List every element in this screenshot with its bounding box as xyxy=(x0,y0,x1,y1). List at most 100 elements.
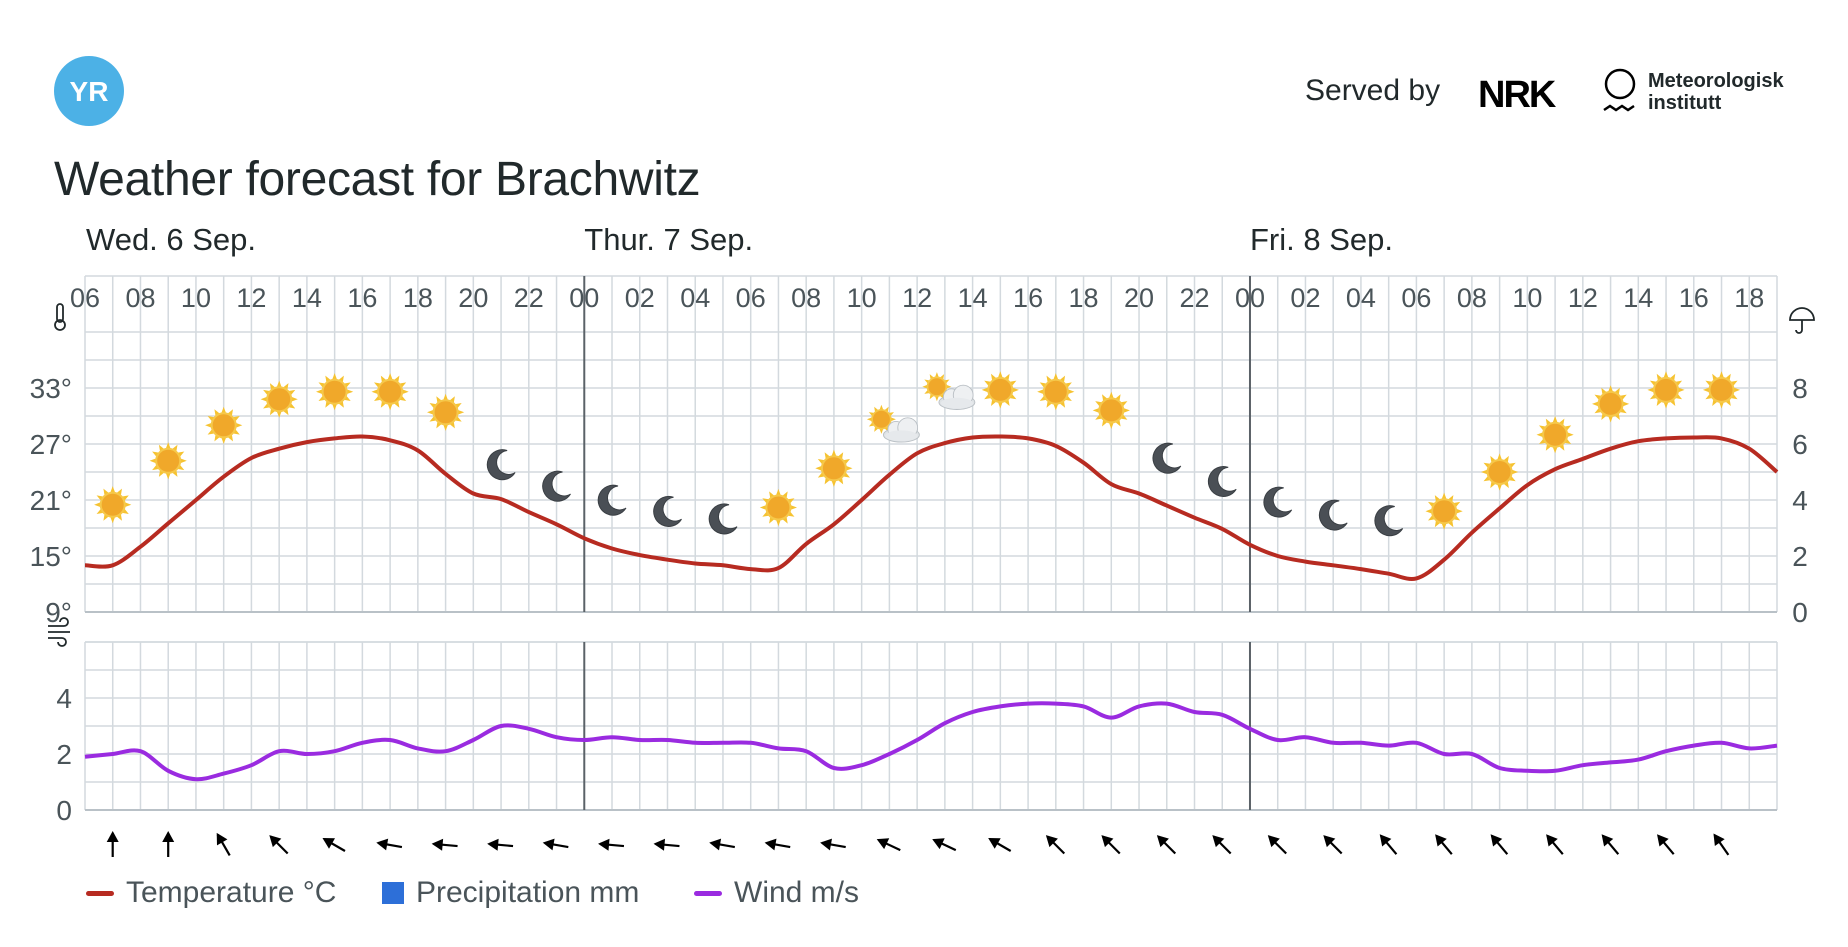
clear-day-icon xyxy=(371,373,409,411)
wind-line xyxy=(84,701,1778,782)
hour-tick-label: 10 xyxy=(847,283,877,313)
sun-disc xyxy=(377,378,404,405)
wind-arrow-head xyxy=(487,838,499,851)
umbrella-icon xyxy=(1789,307,1815,334)
clear-day-icon xyxy=(260,380,298,418)
met-institute-logo[interactable] xyxy=(1600,66,1640,122)
wind-arrow-icon xyxy=(376,838,403,851)
hour-tick-label: 20 xyxy=(458,283,488,313)
hour-tick-label: 04 xyxy=(1346,283,1376,313)
sun-ray xyxy=(922,384,928,389)
sun-ray xyxy=(1512,469,1519,475)
sun-ray xyxy=(387,404,393,411)
moon-shape xyxy=(1374,505,1404,537)
sun-ray xyxy=(1037,389,1044,394)
wind-arrow-icon xyxy=(876,838,901,852)
sun-disc xyxy=(210,412,237,439)
cloud-shape xyxy=(882,417,920,443)
wind-arrow-head xyxy=(1490,834,1503,847)
sun-ray xyxy=(1053,373,1059,380)
hour-tick-label: 22 xyxy=(1179,283,1209,313)
sun-ray xyxy=(1425,508,1432,514)
sun-ray xyxy=(1109,391,1114,398)
sun-ray xyxy=(221,437,226,444)
clear-day-icon xyxy=(149,442,187,480)
wind-arrow-head xyxy=(322,838,336,849)
legend-precipitation[interactable]: Precipitation mm xyxy=(382,876,639,910)
hour-tick-label: 08 xyxy=(125,283,155,313)
yr-logo[interactable]: YR xyxy=(54,56,124,126)
sun-ray xyxy=(1068,389,1075,394)
legend-wind[interactable]: Wind m/s xyxy=(694,876,859,910)
clear-day-icon xyxy=(1592,385,1630,423)
legend-wind-label: Wind m/s xyxy=(734,876,860,909)
sun-disc xyxy=(820,455,847,482)
moon-shape xyxy=(542,470,571,502)
nrk-logo[interactable]: NRK xyxy=(1478,72,1574,112)
legend-temperature[interactable]: Temperature °C xyxy=(86,876,336,910)
thermometer-icon xyxy=(54,303,66,331)
wind-arrow-icon xyxy=(1713,833,1730,856)
temperature-tick-label: 27° xyxy=(30,429,72,460)
sun-disc xyxy=(1098,397,1125,424)
hour-tick-label: 06 xyxy=(736,283,766,313)
clear-day-icon xyxy=(427,393,465,431)
moon-icon xyxy=(1318,499,1348,531)
sun-ray xyxy=(110,517,115,524)
hour-tick-label: 18 xyxy=(403,283,433,313)
sun-ray xyxy=(1719,371,1724,378)
wind-arrow-head xyxy=(1657,834,1669,847)
hour-tick-label: 20 xyxy=(1124,283,1154,313)
wind-arrow-icon xyxy=(322,838,346,852)
wind-arrow-icon xyxy=(1490,834,1509,855)
hour-tick-label: 06 xyxy=(1401,283,1431,313)
sun-ray xyxy=(1012,387,1019,393)
thermometer-icon-tube xyxy=(56,303,64,323)
wind-arrow-icon xyxy=(932,838,957,852)
sun-ray xyxy=(443,424,448,431)
wind-arrow-head xyxy=(1713,833,1725,846)
page-title: Weather forecast for Brachwitz xyxy=(54,153,701,206)
met-sun-icon xyxy=(1604,68,1636,100)
sun-ray xyxy=(1678,387,1685,393)
wind-arrow-icon xyxy=(1045,835,1066,855)
legend-temperature-label: Temperature °C xyxy=(126,876,337,909)
clear-day-icon xyxy=(1647,371,1685,409)
clear-day-icon xyxy=(1092,391,1130,429)
sun-ray xyxy=(165,473,171,480)
wind-arrow-icon xyxy=(216,832,231,856)
sun-ray xyxy=(1663,402,1669,409)
yr-logo-circle xyxy=(54,56,124,126)
hour-tick-label: 16 xyxy=(1679,283,1709,313)
sun-ray xyxy=(180,458,187,464)
sun-ray xyxy=(110,486,115,493)
wind-arrow-head xyxy=(1267,835,1280,848)
clear-day-icon xyxy=(981,371,1019,409)
temperature-tick-label: 33° xyxy=(30,373,72,404)
precipitation-tick-label: 8 xyxy=(1792,373,1808,404)
nrk-logo-text: NRK xyxy=(1478,74,1557,112)
temperature-tick-label: 21° xyxy=(30,485,72,516)
legend-wind-swatch xyxy=(694,890,722,896)
thermometer-icon-bulb xyxy=(54,319,66,331)
wind-arrow-head xyxy=(764,838,777,851)
sun-ray xyxy=(205,423,212,428)
wind-arrow-icon xyxy=(1156,835,1177,855)
sun-ray xyxy=(1663,371,1669,378)
sun-ray xyxy=(347,389,354,394)
sun-ray xyxy=(790,505,797,510)
hour-tick-label: 02 xyxy=(625,283,655,313)
wind-arrow-head xyxy=(1435,834,1447,847)
moon-shape xyxy=(1207,466,1237,497)
wind-arrow-head xyxy=(598,838,610,851)
sun-ray xyxy=(1702,387,1710,393)
clear-day-icon xyxy=(205,406,243,444)
wind-arrow-icon xyxy=(542,838,569,851)
sun-disc xyxy=(1042,378,1069,405)
clear-day-icon xyxy=(94,486,132,524)
sun-ray xyxy=(1647,387,1654,393)
wind-arrow-head xyxy=(1546,834,1558,847)
yr-logo-text: YR xyxy=(70,76,109,107)
moon-icon xyxy=(653,495,682,527)
wind-arrow-head xyxy=(216,832,228,846)
